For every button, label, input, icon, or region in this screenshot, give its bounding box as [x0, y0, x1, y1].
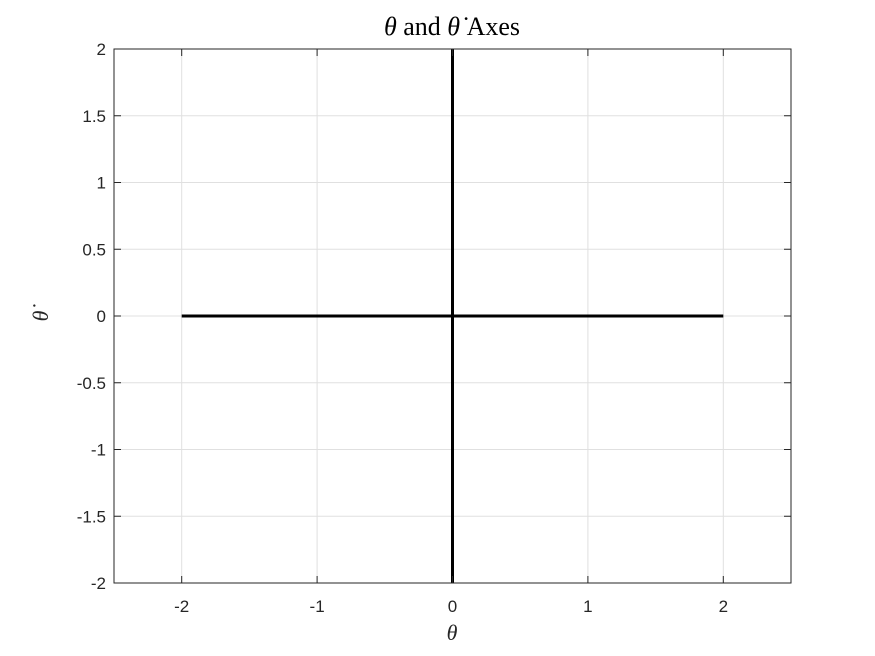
x-axis-label: θ: [447, 620, 458, 645]
y-tick-label: 1: [97, 174, 106, 193]
title-theta: θ: [384, 12, 397, 41]
data-lines: [181, 49, 724, 583]
y-tick-label: -2: [91, 574, 106, 593]
y-tick-label: 0.5: [82, 240, 106, 259]
title-axes: Axes: [460, 12, 520, 41]
title-and: and: [397, 12, 448, 41]
y-tick-label: -1.5: [77, 507, 106, 526]
y-tick-label: -0.5: [77, 374, 106, 393]
y-tick-label: 0: [97, 307, 106, 326]
x-tick-label: 2: [719, 597, 728, 616]
y-tick-label: 2: [97, 40, 106, 59]
x-tick-label: 0: [448, 597, 457, 616]
x-tick-label: -1: [310, 597, 325, 616]
x-tick-label: -2: [174, 597, 189, 616]
axes-frame: [113, 48, 792, 584]
x-tick-label: 1: [583, 597, 592, 616]
y-tick-label: -1: [91, 441, 106, 460]
tick-labels: -2 -1 0 1 2 -2 -1.5 -1 -0.5 0 0.5 1 1.5 2: [77, 40, 728, 616]
y-tick-label: 1.5: [82, 107, 106, 126]
chart-title: θ and θ̇ Axes: [384, 12, 520, 41]
